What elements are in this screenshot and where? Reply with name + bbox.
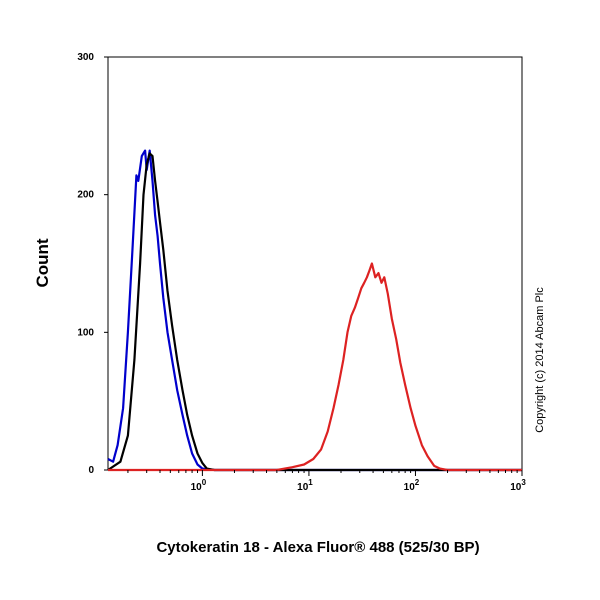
cytokeratin-18-curve	[108, 262, 522, 472]
y-tick-label: 200	[77, 190, 94, 201]
y-tick-label: 100	[77, 327, 94, 338]
y-tick-label: 300	[77, 52, 94, 63]
plot-frame	[107, 56, 523, 471]
x-tick-label: 101	[297, 478, 313, 493]
histogram-curves	[107, 149, 522, 472]
x-tick-label: 102	[404, 478, 420, 493]
y-axis-title: Count	[33, 238, 52, 287]
x-tick-label: 103	[510, 478, 526, 493]
y-axis-ticks: 0 100 200 300	[77, 52, 108, 476]
x-axis-ticks: 100 101 102 103	[127, 470, 526, 493]
x-tick-label: 100	[191, 478, 207, 493]
copyright-note: Copyright (c) 2014 Abcam Plc	[534, 287, 546, 433]
x-axis-title: Cytokeratin 18 - Alexa Fluor® 488 (525/3…	[156, 539, 479, 556]
y-tick-label: 0	[88, 465, 94, 476]
